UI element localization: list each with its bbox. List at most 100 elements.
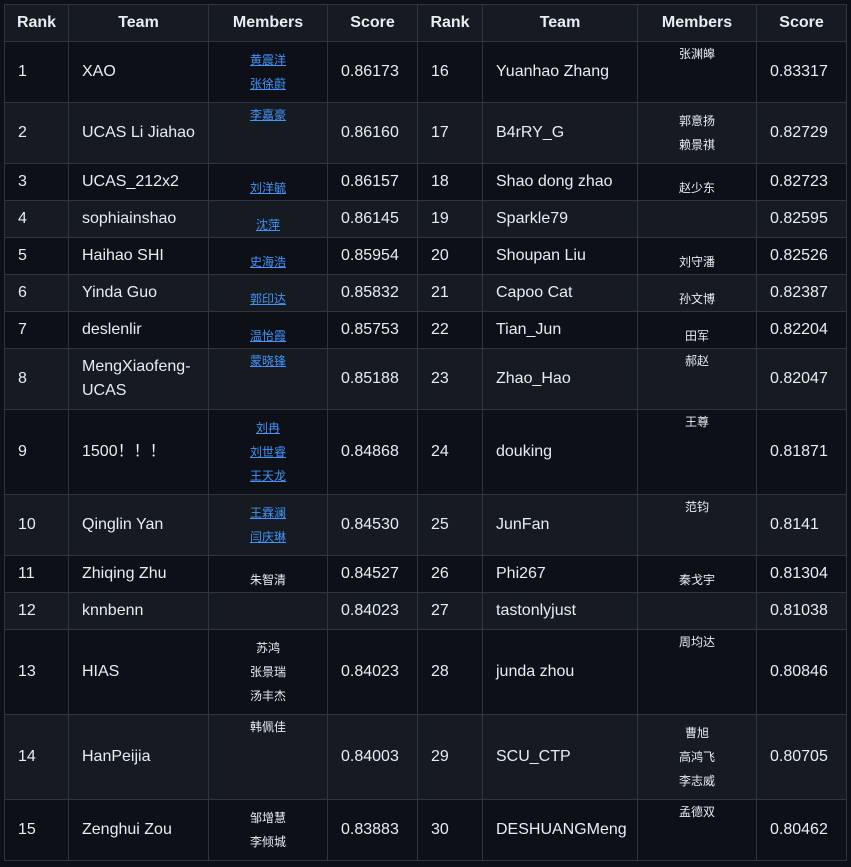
member-link[interactable]: 蒙晓锋 bbox=[249, 354, 286, 368]
score-cell: 0.82526 bbox=[756, 237, 847, 275]
score-cell: 0.86145 bbox=[327, 200, 418, 238]
member-link[interactable]: 王霖澜 bbox=[249, 506, 286, 520]
members-cell: 刘守潘 bbox=[637, 237, 757, 275]
members-cell: 秦戈宇 bbox=[637, 555, 757, 593]
header-row: Rank Team Members Score Rank Team Member… bbox=[4, 4, 847, 42]
rank-cell: 5 bbox=[4, 237, 69, 275]
members-cell bbox=[208, 592, 328, 630]
rank-cell: 15 bbox=[4, 799, 69, 861]
members-cell: 曹旭 高鸿飞 李志威 bbox=[637, 714, 757, 800]
team-cell: sophiainshao bbox=[68, 200, 209, 238]
table-row: 12 knnbenn 0.84023 27 tastonlyjust 0.81038 bbox=[4, 592, 847, 630]
table-row: 1 XAO 黄震洋 张徐蔚 0.86173 16 Yuanhao Zhang 张渊皞 0.833… bbox=[4, 41, 847, 103]
team-cell: Qinglin Yan bbox=[68, 494, 209, 556]
member-link[interactable]: 刘世睿 bbox=[249, 445, 286, 459]
member-name: 郭意扬 bbox=[678, 114, 715, 128]
team-cell: Phi267 bbox=[482, 555, 638, 593]
member-name: 李倾城 bbox=[249, 835, 286, 849]
members-cell: 赵少东 bbox=[637, 163, 757, 201]
header-team: Team bbox=[482, 4, 638, 42]
members-cell: 蒙晓锋 bbox=[208, 348, 328, 410]
table-row: 10 Qinglin Yan 王霖澜 闫庆琳 0.84530 25 JunFan 范钧 0.81… bbox=[4, 494, 847, 556]
member-link[interactable]: 温怡霞 bbox=[249, 329, 286, 343]
member-name: 刘守潘 bbox=[678, 255, 715, 269]
score-cell: 0.84530 bbox=[327, 494, 418, 556]
members-cell: 温怡霞 bbox=[208, 311, 328, 349]
members-cell: 黄震洋 张徐蔚 bbox=[208, 41, 328, 103]
team-cell: Zhiqing Zhu bbox=[68, 555, 209, 593]
member-link[interactable]: 郭印达 bbox=[249, 292, 286, 306]
rank-cell: 21 bbox=[417, 274, 483, 312]
members-cell: 苏鸿 张景瑞 汤丰杰 bbox=[208, 629, 328, 715]
member-link[interactable]: 闫庆琳 bbox=[249, 530, 286, 544]
rank-cell: 20 bbox=[417, 237, 483, 275]
team-cell: HIAS bbox=[68, 629, 209, 715]
rank-cell: 28 bbox=[417, 629, 483, 715]
rank-cell: 13 bbox=[4, 629, 69, 715]
score-cell: 0.84023 bbox=[327, 592, 418, 630]
rank-cell: 8 bbox=[4, 348, 69, 410]
team-cell: UCAS Li Jiahao bbox=[68, 102, 209, 164]
score-cell: 0.85954 bbox=[327, 237, 418, 275]
member-name: 孟德双 bbox=[678, 805, 715, 819]
score-cell: 0.86160 bbox=[327, 102, 418, 164]
rank-cell: 27 bbox=[417, 592, 483, 630]
member-name: 张景瑞 bbox=[249, 665, 286, 679]
score-cell: 0.81038 bbox=[756, 592, 847, 630]
leaderboard-table: Rank Team Members Score Rank Team Member… bbox=[4, 4, 847, 861]
members-cell: 沈萍 bbox=[208, 200, 328, 238]
member-name: 田军 bbox=[684, 329, 709, 343]
member-link[interactable]: 沈萍 bbox=[255, 218, 280, 232]
score-cell: 0.86157 bbox=[327, 163, 418, 201]
members-cell: 史海浩 bbox=[208, 237, 328, 275]
score-cell: 0.82047 bbox=[756, 348, 847, 410]
members-cell: 郝赵 bbox=[637, 348, 757, 410]
rank-cell: 18 bbox=[417, 163, 483, 201]
rank-cell: 23 bbox=[417, 348, 483, 410]
members-cell: 刘冉 刘世睿 王天龙 bbox=[208, 409, 328, 495]
team-cell: junda zhou bbox=[482, 629, 638, 715]
member-link[interactable]: 史海浩 bbox=[249, 255, 286, 269]
members-cell: 田军 bbox=[637, 311, 757, 349]
team-cell: DESHUANGMeng bbox=[482, 799, 638, 861]
member-link[interactable]: 李嘉豪 bbox=[249, 108, 286, 122]
team-cell: Haihao SHI bbox=[68, 237, 209, 275]
member-name: 孙文博 bbox=[678, 292, 715, 306]
score-cell: 0.83883 bbox=[327, 799, 418, 861]
table-row: 9 1500！！！ 刘冉 刘世睿 王天龙 0.84868 24 douking 王尊 0.8187… bbox=[4, 409, 847, 495]
member-link[interactable]: 张徐蔚 bbox=[249, 77, 286, 91]
score-cell: 0.80462 bbox=[756, 799, 847, 861]
member-link[interactable]: 刘洋毓 bbox=[249, 181, 286, 195]
rank-cell: 2 bbox=[4, 102, 69, 164]
members-cell: 李嘉豪 bbox=[208, 102, 328, 164]
team-cell: deslenlir bbox=[68, 311, 209, 349]
team-cell: douking bbox=[482, 409, 638, 495]
members-cell: 孙文博 bbox=[637, 274, 757, 312]
score-cell: 0.82729 bbox=[756, 102, 847, 164]
header-members: Members bbox=[637, 4, 757, 42]
member-name: 汤丰杰 bbox=[249, 689, 286, 703]
member-link[interactable]: 王天龙 bbox=[249, 469, 286, 483]
table-row: 2 UCAS Li Jiahao 李嘉豪 0.86160 17 B4rRY_G 郭意扬 赖景祺… bbox=[4, 102, 847, 164]
score-cell: 0.84527 bbox=[327, 555, 418, 593]
rank-cell: 4 bbox=[4, 200, 69, 238]
score-cell: 0.85832 bbox=[327, 274, 418, 312]
rank-cell: 12 bbox=[4, 592, 69, 630]
member-name: 高鸿飞 bbox=[678, 750, 715, 764]
table-row: 8 MengXiaofeng-UCAS 蒙晓锋 0.85188 23 Zhao_Hao 郝赵… bbox=[4, 348, 847, 410]
member-link[interactable]: 刘冉 bbox=[255, 421, 280, 435]
members-cell: 刘洋毓 bbox=[208, 163, 328, 201]
team-cell: XAO bbox=[68, 41, 209, 103]
table-row: 13 HIAS 苏鸿 张景瑞 汤丰杰 0.84023 28 junda zhou 周均达 0.80… bbox=[4, 629, 847, 715]
team-cell: SCU_CTP bbox=[482, 714, 638, 800]
members-cell: 郭印达 bbox=[208, 274, 328, 312]
score-cell: 0.80705 bbox=[756, 714, 847, 800]
members-cell: 范钧 bbox=[637, 494, 757, 556]
team-cell: Sparkle79 bbox=[482, 200, 638, 238]
table-row: 3 UCAS_212x2 刘洋毓 0.86157 18 Shao dong zhao 赵少东… bbox=[4, 163, 847, 201]
team-cell: Capoo Cat bbox=[482, 274, 638, 312]
score-cell: 0.84868 bbox=[327, 409, 418, 495]
score-cell: 0.85188 bbox=[327, 348, 418, 410]
member-link[interactable]: 黄震洋 bbox=[249, 53, 286, 67]
team-cell: Shoupan Liu bbox=[482, 237, 638, 275]
